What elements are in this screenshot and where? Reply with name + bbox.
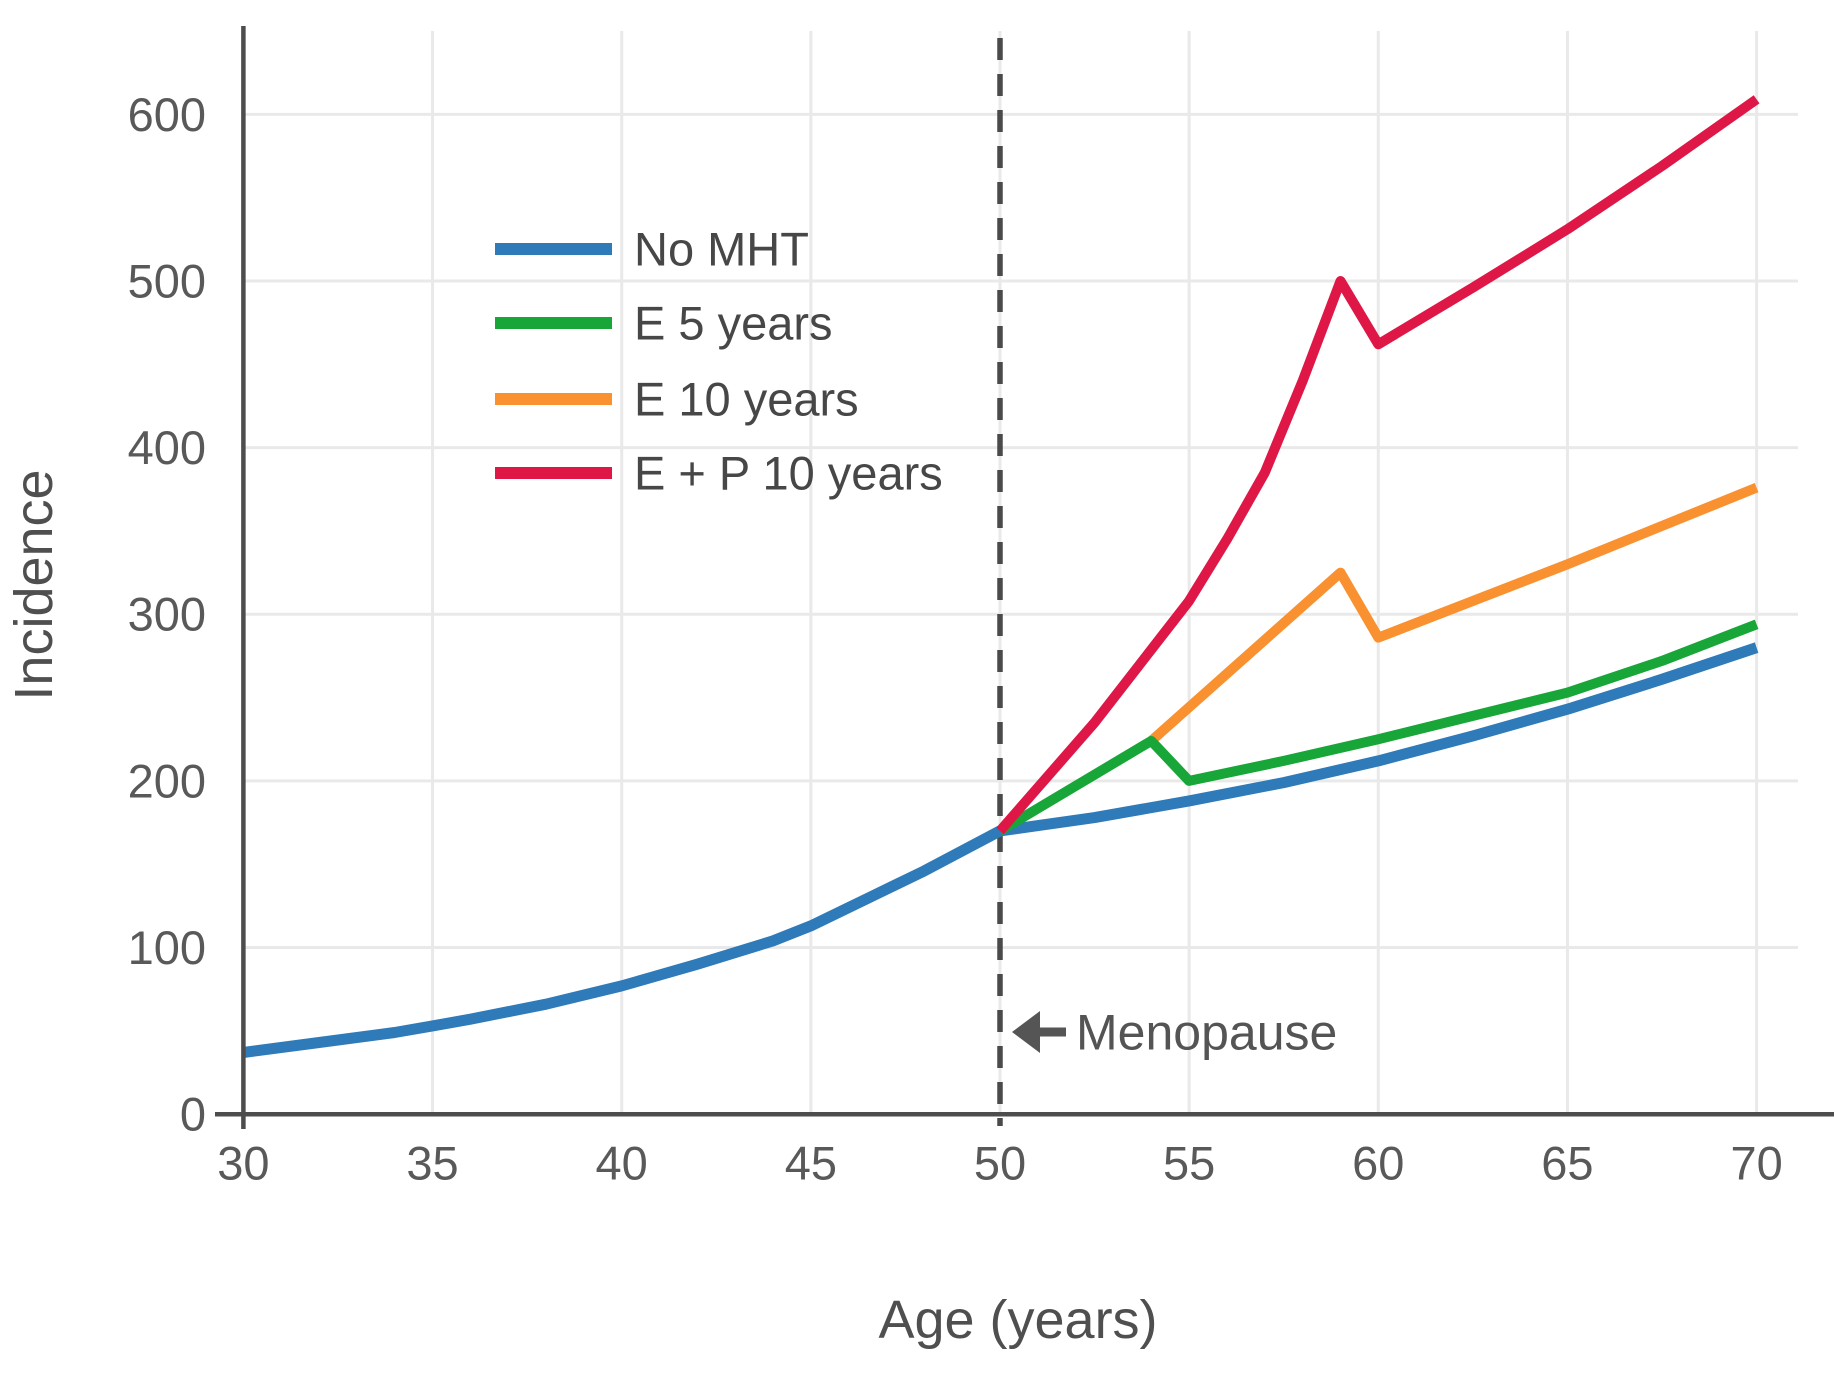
series-line-e-p-10-years xyxy=(996,95,1760,835)
menopause-label: Menopause xyxy=(1076,1005,1337,1061)
left-arrow-shaft xyxy=(1038,1027,1066,1037)
y-tick-label-400: 400 xyxy=(128,421,206,474)
x-tick-label-70: 70 xyxy=(1730,1136,1782,1189)
y-tick-label-500: 500 xyxy=(128,254,206,307)
legend: No MHT E 5 years E 10 years E + P 10 years xyxy=(495,222,943,499)
y-tick-label-600: 600 xyxy=(128,88,206,141)
x-tick-label-55: 55 xyxy=(1163,1136,1215,1189)
x-tick-label-60: 60 xyxy=(1352,1136,1404,1189)
tick-labels-layer: 30 35 40 45 50 55 60 65 70 0 100 200 300 400 500 600 xyxy=(128,88,1783,1190)
x-tick-label-45: 45 xyxy=(785,1136,837,1189)
series-line-e-10-years xyxy=(1147,482,1759,745)
legend-item-e-p-10-years: E + P 10 years xyxy=(495,446,943,499)
x-tick-label-30: 30 xyxy=(217,1136,269,1189)
y-tick-label-200: 200 xyxy=(128,754,206,807)
legend-item-no-mht: No MHT xyxy=(495,222,809,275)
y-tick-label-100: 100 xyxy=(128,921,206,974)
menopause-annotation: Menopause xyxy=(1012,1005,1337,1061)
legend-label-no-mht: No MHT xyxy=(634,222,809,275)
x-tick-label-35: 35 xyxy=(406,1136,458,1189)
legend-label-e-5-years: E 5 years xyxy=(634,296,833,349)
y-axis-title: Incidence xyxy=(4,469,64,700)
legend-label-e-10-years: E 10 years xyxy=(634,372,859,425)
left-arrow-icon xyxy=(1012,1011,1040,1053)
x-tick-label-50: 50 xyxy=(974,1136,1026,1189)
gridlines xyxy=(243,31,1798,1115)
series-line-e-5-years xyxy=(997,619,1759,836)
axes-layer xyxy=(215,26,1834,1129)
series-line-no-mht xyxy=(242,642,1759,1058)
legend-item-e-10-years: E 10 years xyxy=(495,372,859,425)
data-series-layer xyxy=(242,95,1760,1058)
y-tick-label-300: 300 xyxy=(128,588,206,641)
legend-label-e-p-10-years: E + P 10 years xyxy=(634,446,943,499)
y-tick-label-0: 0 xyxy=(180,1088,206,1141)
x-tick-label-65: 65 xyxy=(1541,1136,1593,1189)
x-axis-title: Age (years) xyxy=(878,1290,1157,1350)
legend-item-e-5-years: E 5 years xyxy=(495,296,833,349)
x-tick-label-40: 40 xyxy=(596,1136,648,1189)
